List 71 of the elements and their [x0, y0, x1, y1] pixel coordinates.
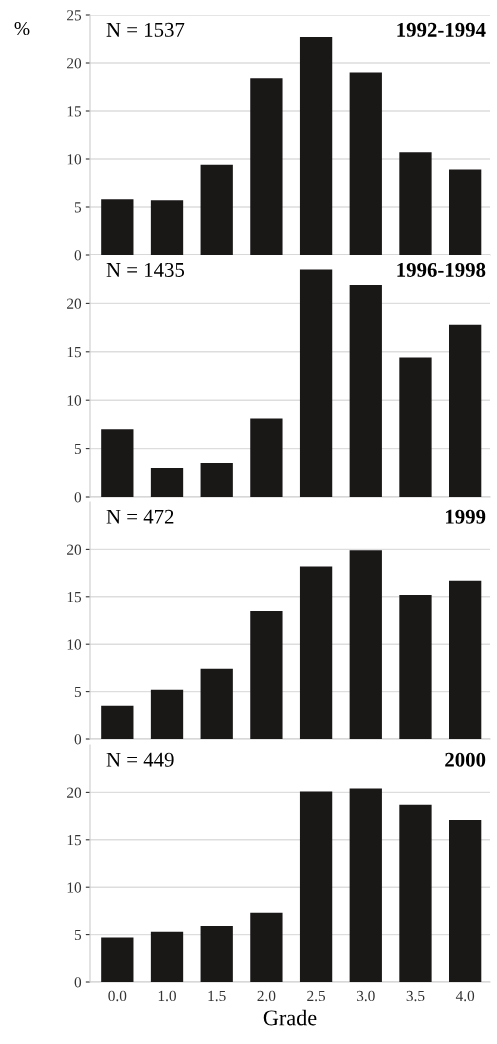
y-tick-label: 0	[74, 250, 82, 261]
bar	[399, 152, 432, 255]
x-tick-label: 4.0	[455, 990, 475, 1002]
x-tick-label: 1.5	[208, 990, 226, 1002]
bar	[200, 463, 233, 497]
bar	[150, 467, 184, 497]
bar	[200, 668, 233, 739]
x-tick-label: 2.0	[257, 990, 276, 1002]
y-tick-label: 0	[74, 977, 82, 988]
bar	[101, 937, 134, 982]
y-tick-label: 25	[67, 10, 82, 21]
y-tick-label: 5	[74, 443, 82, 455]
chart-title: 1999	[446, 509, 486, 524]
bar	[250, 78, 283, 255]
x-tick-label: 0.0	[108, 990, 127, 1002]
bar	[200, 164, 233, 255]
y-tick-label: 20	[67, 298, 82, 309]
y-tick-label: 5	[74, 202, 82, 213]
y-tick-label: 15	[67, 592, 82, 603]
y-tick-label: 10	[67, 395, 82, 406]
bar	[250, 418, 283, 497]
y-tick-label: 20	[67, 787, 82, 798]
annotation: N = 449	[106, 752, 174, 767]
x-tick-label: 3.5	[406, 990, 425, 1002]
bar	[399, 594, 432, 739]
y-tick-label: 15	[67, 106, 82, 117]
x-tick-label: 3.0	[356, 990, 375, 1002]
bar	[101, 705, 134, 739]
y-tick-label: 5	[74, 686, 82, 698]
y-tick-label: 20	[67, 544, 82, 555]
bar	[449, 580, 482, 739]
y-tick-label: 10	[67, 154, 82, 165]
y-tick-label: 0	[74, 734, 82, 745]
x-tick-label: 1.0	[158, 990, 176, 1002]
bar	[449, 324, 482, 497]
bar	[101, 429, 134, 497]
x-axis-title: Grade	[263, 1009, 317, 1026]
y-tick-label: 0	[74, 492, 82, 503]
y-tick-label: 20	[67, 58, 82, 69]
bar	[150, 689, 184, 739]
bar	[299, 269, 333, 497]
chart-title: 1992-1994	[397, 22, 486, 37]
chart-title: 2000	[445, 752, 486, 767]
bar	[150, 200, 184, 255]
bar	[399, 357, 432, 497]
annotation: N = 1435	[106, 262, 185, 277]
bar	[349, 550, 382, 739]
bar	[200, 926, 233, 982]
bar	[349, 285, 382, 497]
bar	[349, 788, 382, 982]
annotation: N = 472	[106, 509, 174, 524]
bar	[449, 819, 482, 982]
y-tick-label: 15	[67, 347, 82, 358]
y-axis-title: %	[14, 21, 30, 36]
bar	[449, 169, 482, 255]
bar	[399, 804, 432, 982]
bar	[349, 72, 382, 255]
bar	[299, 37, 333, 255]
chart-title: 1996-1998	[397, 262, 486, 277]
y-tick-label: 5	[74, 929, 82, 941]
bar	[150, 931, 184, 982]
y-tick-label: 10	[67, 882, 82, 893]
bar	[250, 912, 283, 982]
bar	[250, 611, 283, 739]
y-tick-label: 10	[67, 639, 82, 650]
bar	[101, 199, 134, 255]
y-tick-label: 15	[67, 835, 82, 846]
bar	[299, 791, 333, 982]
annotation: N = 1537	[106, 22, 185, 37]
x-tick-label: 2.5	[307, 990, 326, 1002]
bar	[299, 566, 333, 739]
